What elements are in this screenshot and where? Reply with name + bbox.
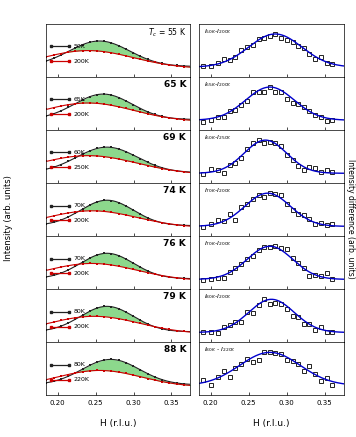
Text: 79 K: 79 K xyxy=(163,292,186,301)
Text: $I_{80K}$-$I_{200K}$: $I_{80K}$-$I_{200K}$ xyxy=(204,292,232,301)
Text: 69 K: 69 K xyxy=(163,133,186,142)
Text: $I_{80K}$ - $I_{220K}$: $I_{80K}$ - $I_{220K}$ xyxy=(204,345,236,354)
Text: $I_{50K}$-$I_{200K}$: $I_{50K}$-$I_{200K}$ xyxy=(204,27,232,35)
Text: 200K: 200K xyxy=(74,59,90,64)
Text: $I_{70K}$-$I_{200K}$: $I_{70K}$-$I_{200K}$ xyxy=(204,186,232,195)
Text: 74 K: 74 K xyxy=(163,186,186,195)
Text: 76 K: 76 K xyxy=(163,239,186,248)
Text: $T_c$ = 55 K: $T_c$ = 55 K xyxy=(148,27,186,39)
Text: $I_{65K}$-$I_{200K}$: $I_{65K}$-$I_{200K}$ xyxy=(204,80,232,89)
Text: 70K: 70K xyxy=(74,203,86,208)
Text: 50K: 50K xyxy=(74,44,85,49)
Text: 200K: 200K xyxy=(74,112,90,117)
Text: 60K: 60K xyxy=(74,150,85,155)
Text: 65 K: 65 K xyxy=(163,80,186,89)
Text: 80K: 80K xyxy=(74,309,85,314)
Text: 250K: 250K xyxy=(74,165,90,170)
Text: 70K: 70K xyxy=(74,256,86,261)
Text: 200K: 200K xyxy=(74,218,90,223)
Text: 65K: 65K xyxy=(74,97,85,102)
Text: $I_{70K}$-$I_{200K}$: $I_{70K}$-$I_{200K}$ xyxy=(204,239,232,248)
Text: 80K: 80K xyxy=(74,362,85,367)
Text: Intensity (arb. units): Intensity (arb. units) xyxy=(4,176,14,261)
Text: H (r.l.u.): H (r.l.u.) xyxy=(253,420,290,428)
Text: 200K: 200K xyxy=(74,324,90,329)
Text: H (r.l.u.): H (r.l.u.) xyxy=(100,420,137,428)
Text: $I_{60K}$-$I_{250K}$: $I_{60K}$-$I_{250K}$ xyxy=(204,133,232,142)
Text: Intensity difference (arb. units): Intensity difference (arb. units) xyxy=(346,159,355,278)
Text: 200K: 200K xyxy=(74,271,90,276)
Text: 220K: 220K xyxy=(74,377,90,382)
Text: 88 K: 88 K xyxy=(163,345,186,354)
